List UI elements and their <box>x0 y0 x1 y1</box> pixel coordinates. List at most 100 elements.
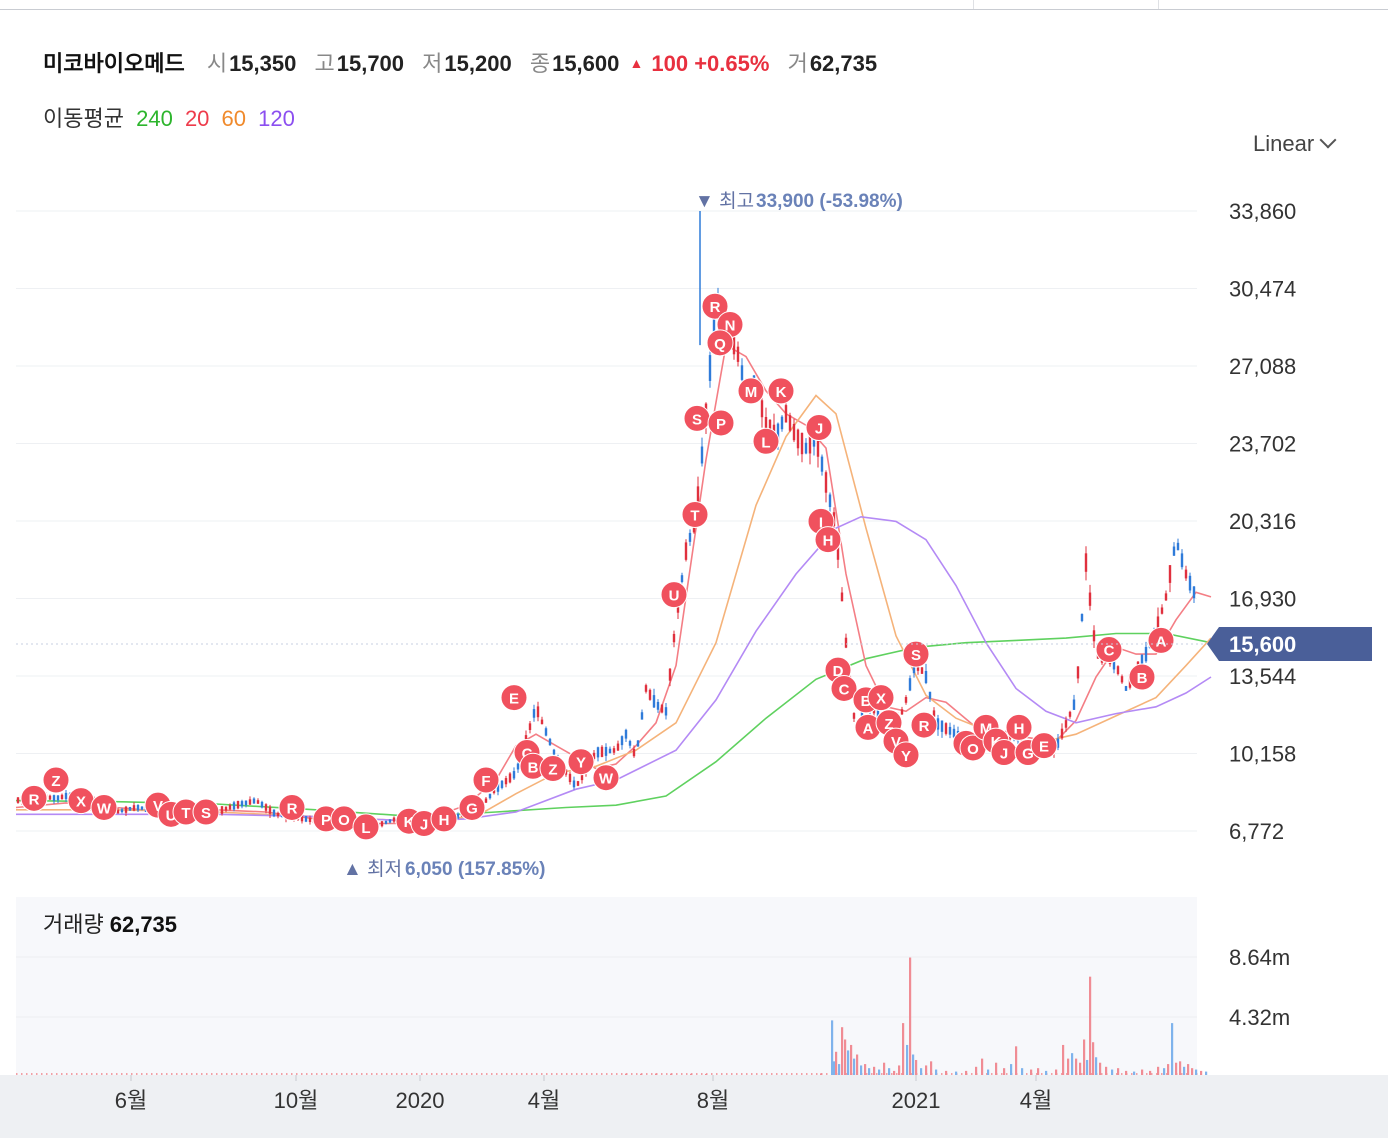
event-marker[interactable] <box>707 409 735 437</box>
volume-bar <box>241 1073 243 1075</box>
candle-body <box>736 346 740 362</box>
volume-bar <box>1141 1069 1144 1075</box>
event-marker[interactable] <box>567 748 595 776</box>
candle-body <box>64 792 68 800</box>
candle-body <box>928 691 932 699</box>
ma-240[interactable]: 240 <box>136 106 173 131</box>
candle-body <box>672 633 676 643</box>
volume-bar <box>1066 1073 1068 1075</box>
event-marker[interactable] <box>278 793 306 821</box>
event-marker[interactable] <box>752 427 780 455</box>
volume-bar <box>71 1073 73 1075</box>
scale-dropdown[interactable]: Linear <box>1253 131 1337 157</box>
event-marker[interactable] <box>805 414 833 442</box>
event-marker[interactable] <box>892 741 920 769</box>
event-marker-label: M <box>745 384 758 401</box>
event-marker[interactable] <box>830 674 858 702</box>
volume-bar <box>81 1073 83 1075</box>
candle-body <box>680 575 684 582</box>
event-marker[interactable] <box>20 784 48 812</box>
event-marker[interactable] <box>902 640 930 668</box>
volume-bar <box>501 1073 503 1075</box>
volume-bar <box>61 1073 63 1075</box>
event-marker-label: V <box>153 798 163 815</box>
event-marker[interactable] <box>1147 626 1175 654</box>
event-marker[interactable] <box>1030 732 1058 760</box>
event-marker[interactable] <box>867 684 895 712</box>
volume-bar <box>481 1073 483 1075</box>
volume-bar <box>1186 1073 1188 1075</box>
volume-tick-label: 4.32m <box>1229 1005 1290 1030</box>
event-marker[interactable] <box>539 755 567 783</box>
candle-body <box>552 749 556 755</box>
event-marker[interactable] <box>42 766 70 794</box>
candle-body <box>1092 630 1096 642</box>
candle-body <box>508 773 512 783</box>
event-marker[interactable] <box>814 526 842 554</box>
event-marker-label: C <box>839 681 850 698</box>
event-marker[interactable] <box>352 813 380 841</box>
high-value: 15,700 <box>336 51 405 76</box>
event-marker[interactable] <box>767 377 795 405</box>
candle-body <box>260 801 264 808</box>
candle-body <box>572 780 576 788</box>
volume-bar <box>902 1023 905 1075</box>
event-marker[interactable] <box>192 798 220 826</box>
volume-bar <box>386 1073 388 1075</box>
volume-bar <box>666 1073 668 1075</box>
candle-body <box>948 726 952 735</box>
event-marker-label: H <box>439 812 450 829</box>
event-marker[interactable] <box>500 684 528 712</box>
candle-body <box>380 821 384 827</box>
volume-bar <box>1062 1044 1065 1075</box>
volume-bar <box>326 1073 328 1075</box>
ma-120[interactable]: 120 <box>258 106 295 131</box>
moving-average-legend[interactable]: 이동평균 240 20 60 120 <box>43 101 301 133</box>
volume-value: 62,735 <box>809 51 878 76</box>
volume-bar <box>1067 1058 1070 1075</box>
candle-body <box>496 783 500 792</box>
volume-bar <box>726 1073 728 1075</box>
event-marker[interactable] <box>90 793 118 821</box>
candle-body <box>688 532 692 542</box>
candle-body <box>664 707 668 716</box>
candle-body <box>392 817 396 822</box>
y-tick-label: 27,088 <box>1229 354 1296 379</box>
volume-bar <box>621 1073 623 1075</box>
volume-bar <box>655 1073 658 1075</box>
candle-body <box>1180 553 1184 568</box>
volume-bar <box>146 1073 148 1075</box>
ma-60[interactable]: 60 <box>221 106 247 131</box>
event-marker-label: C <box>1104 643 1115 660</box>
event-marker-label: Y <box>576 755 586 772</box>
event-marker[interactable] <box>701 292 729 320</box>
event-marker[interactable] <box>430 805 458 833</box>
event-marker[interactable] <box>910 711 938 739</box>
volume-bar <box>1151 1073 1153 1075</box>
event-marker[interactable] <box>737 377 765 405</box>
event-marker[interactable] <box>1005 713 1033 741</box>
volume-bar <box>556 1073 558 1075</box>
volume-bar <box>131 1073 133 1075</box>
volume-bar <box>486 1073 488 1075</box>
volume-bar <box>901 1073 903 1075</box>
volume-bar <box>356 1073 358 1075</box>
event-marker[interactable] <box>706 329 734 357</box>
volume-bar <box>611 1073 613 1075</box>
candle-body <box>116 809 120 814</box>
y-tick-label: 30,474 <box>1229 277 1296 302</box>
event-marker[interactable] <box>1095 636 1123 664</box>
volume-bar <box>91 1073 93 1075</box>
volume-bar <box>1001 1073 1003 1075</box>
event-marker[interactable] <box>660 581 688 609</box>
volume-bar <box>1146 1073 1148 1075</box>
event-marker[interactable] <box>592 764 620 792</box>
ma-20[interactable]: 20 <box>184 106 210 131</box>
event-marker[interactable] <box>458 793 486 821</box>
event-marker[interactable] <box>472 766 500 794</box>
event-marker[interactable] <box>681 500 709 528</box>
volume-bar <box>806 1073 808 1075</box>
candle-body <box>528 723 532 731</box>
event-marker[interactable] <box>1128 663 1156 691</box>
